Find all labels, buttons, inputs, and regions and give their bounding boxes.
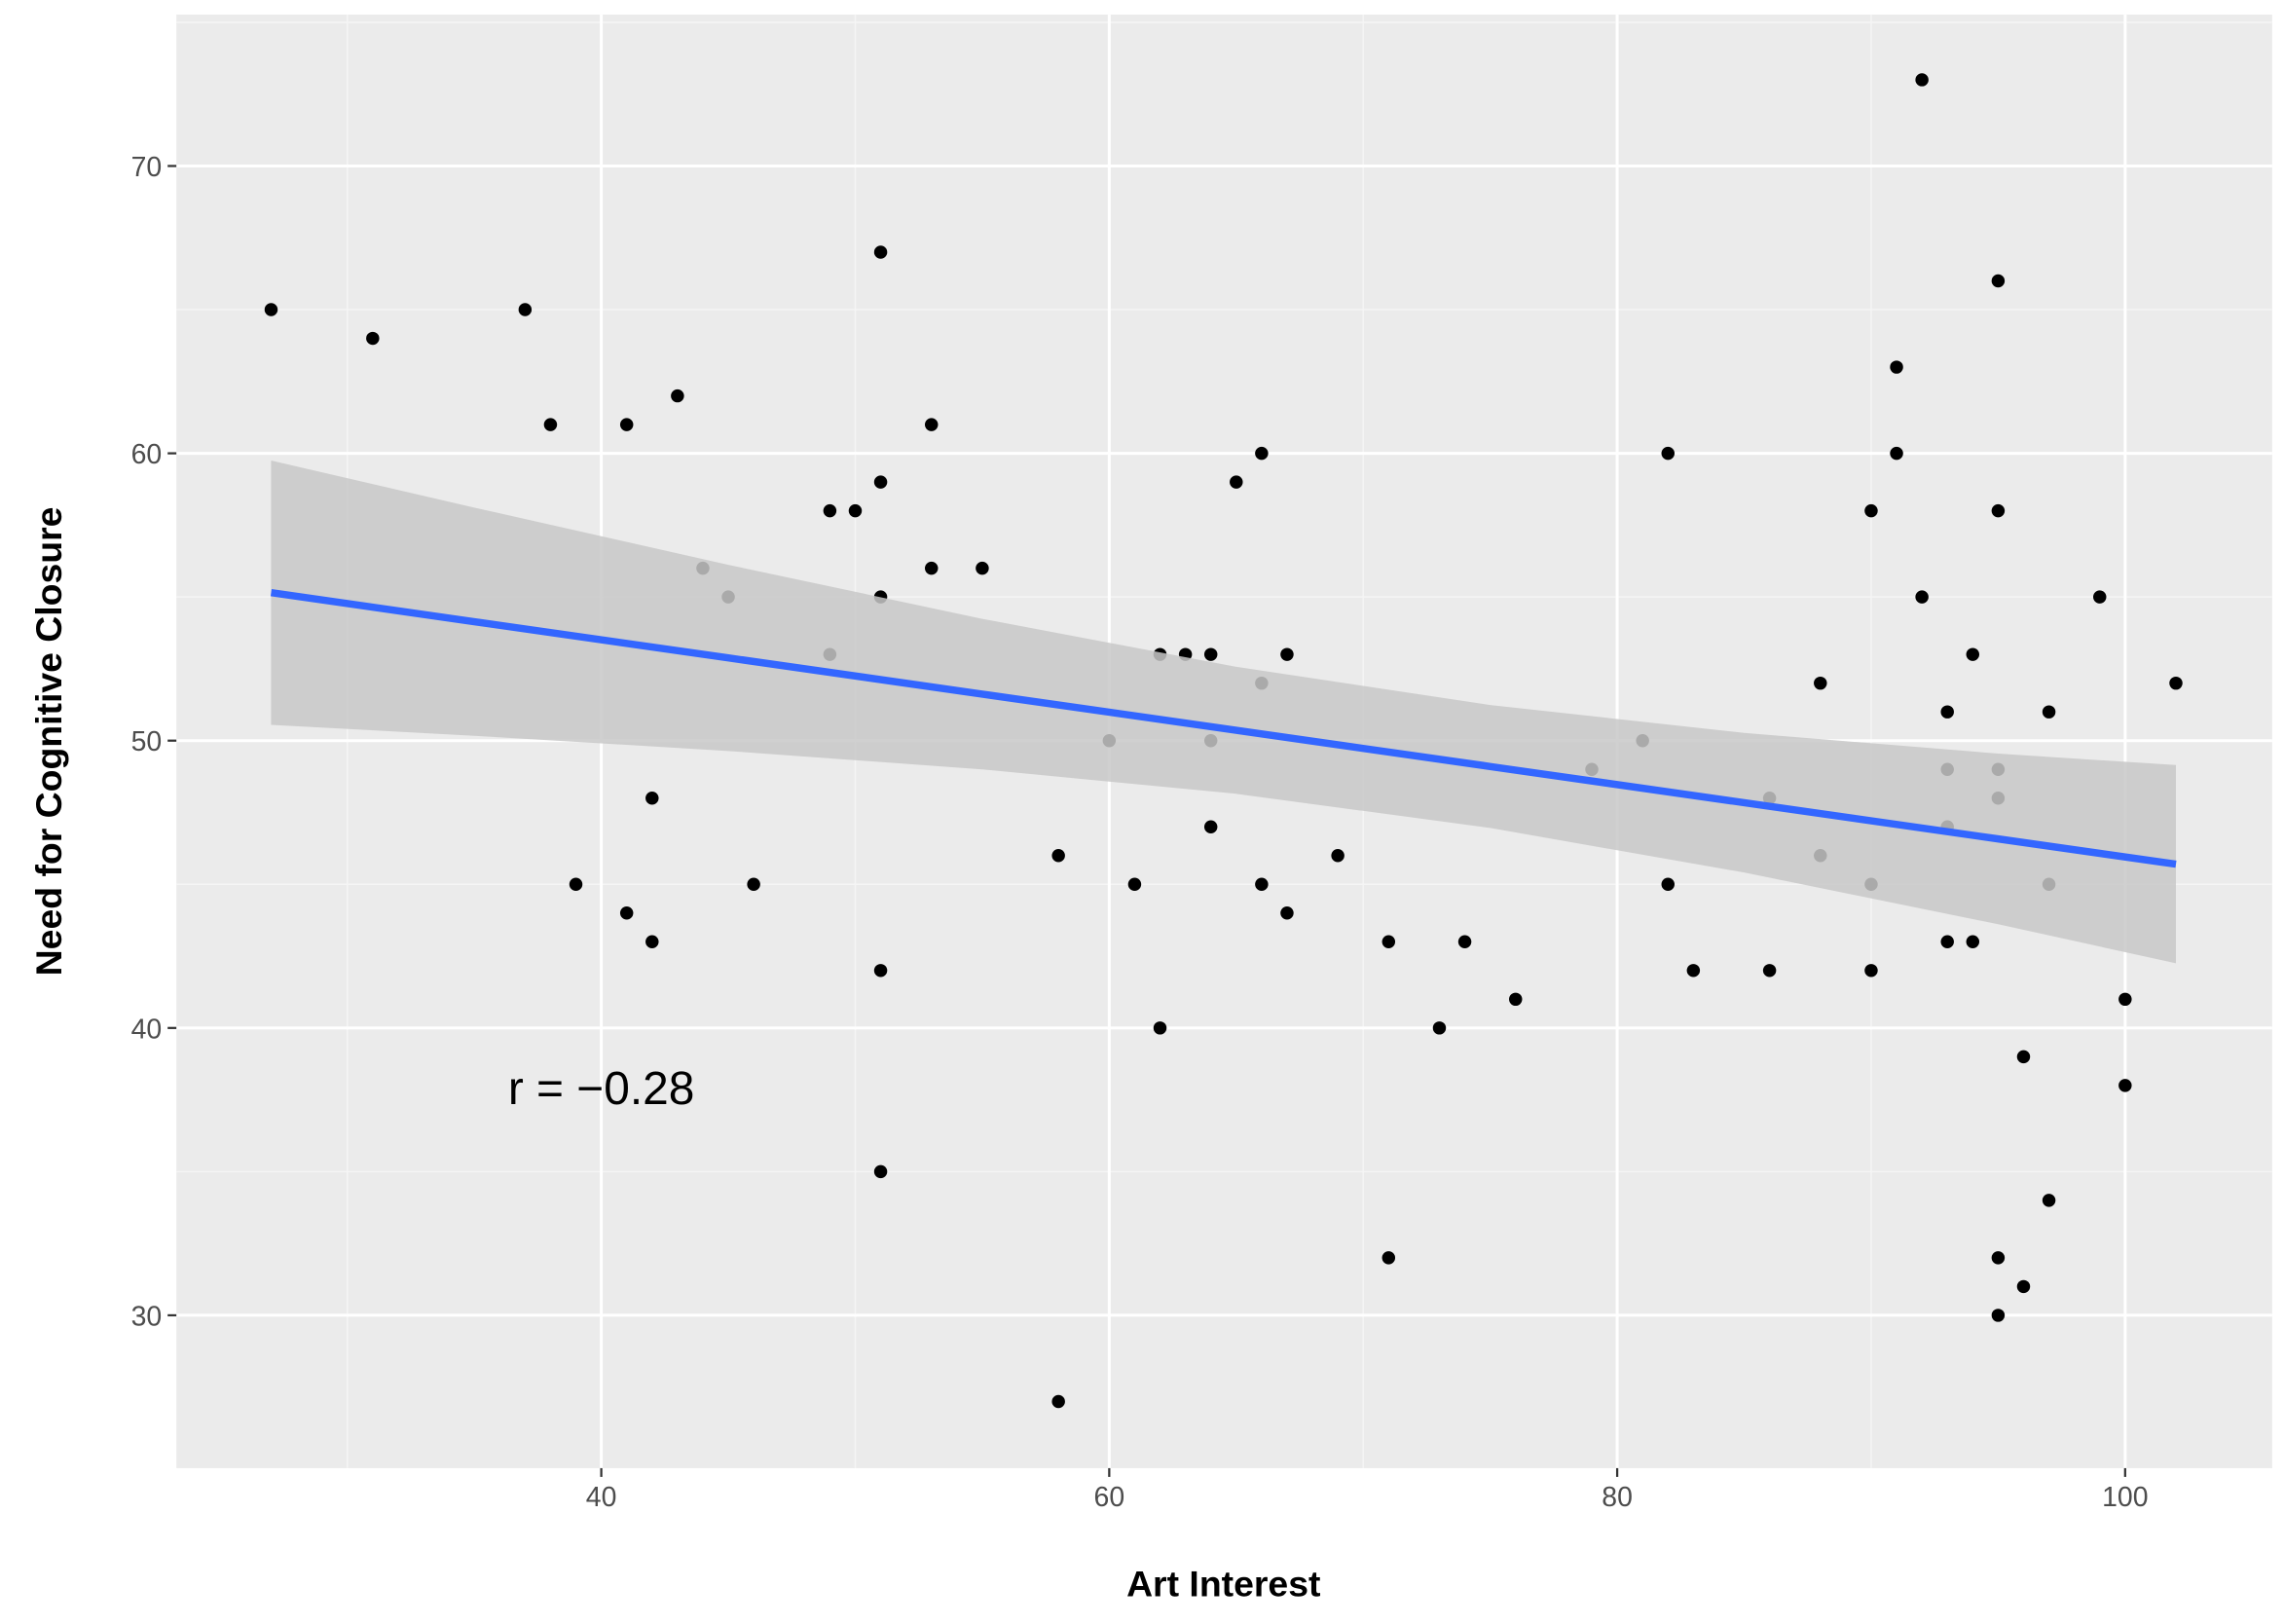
point — [619, 906, 634, 920]
point — [1890, 360, 1903, 374]
point — [1153, 1021, 1167, 1035]
point — [264, 303, 278, 316]
point — [1381, 935, 1396, 949]
point — [2016, 1050, 2031, 1064]
point — [1762, 964, 1777, 978]
point — [1255, 877, 1269, 891]
point — [1991, 1309, 2006, 1322]
point — [518, 303, 533, 316]
point — [2042, 1194, 2056, 1207]
point — [2118, 992, 2132, 1007]
y-tick-label: 70 — [131, 152, 163, 183]
x-tick-label: 100 — [2102, 1482, 2148, 1513]
y-axis-title: Need for Cognitive Closure — [28, 507, 69, 977]
point — [2118, 1079, 2132, 1092]
point — [671, 388, 684, 403]
point — [2093, 590, 2107, 604]
point — [925, 418, 939, 431]
point — [1940, 935, 1954, 949]
point — [1661, 446, 1675, 461]
point — [1203, 647, 1218, 661]
point — [1890, 446, 1903, 461]
x-axis-title: Art Interest — [1126, 1564, 1320, 1605]
y-tick-label: 60 — [131, 439, 163, 470]
point — [569, 877, 583, 891]
point — [2016, 1279, 2031, 1294]
point — [1966, 935, 1980, 949]
point — [619, 418, 634, 431]
point — [1280, 647, 1294, 661]
point — [1686, 964, 1701, 978]
y-tick-label: 50 — [131, 726, 163, 757]
point — [1991, 503, 2006, 518]
point — [1991, 1251, 2006, 1265]
point — [645, 935, 659, 949]
confidence-band — [271, 460, 2176, 964]
point — [1661, 877, 1675, 891]
point — [976, 561, 989, 575]
y-tick-label: 30 — [131, 1301, 163, 1332]
x-tick-label: 60 — [1094, 1482, 1125, 1513]
point — [1457, 935, 1472, 949]
point — [1915, 73, 1929, 87]
point — [873, 1164, 888, 1179]
point — [1991, 274, 2006, 288]
fit-line — [270, 589, 2177, 868]
point — [1864, 503, 1878, 518]
x-tick-label: 40 — [586, 1482, 617, 1513]
point — [1814, 676, 1827, 690]
point — [873, 245, 888, 259]
point — [1940, 705, 1954, 719]
point — [873, 475, 888, 489]
annotation: r = −0.28 — [508, 1063, 695, 1115]
point — [1230, 475, 1243, 489]
point — [1864, 964, 1878, 978]
point — [1509, 992, 1523, 1007]
point — [1280, 906, 1294, 920]
y-tick-label: 40 — [131, 1014, 163, 1045]
point — [1381, 1251, 1396, 1265]
point — [823, 503, 837, 518]
point — [1915, 590, 1929, 604]
point — [848, 503, 863, 518]
point — [1432, 1021, 1447, 1035]
point — [1255, 446, 1269, 461]
point — [1203, 820, 1218, 833]
point — [1331, 849, 1345, 863]
point — [645, 791, 659, 805]
x-tick-label: 80 — [1602, 1482, 1633, 1513]
point — [543, 418, 558, 431]
point — [747, 877, 760, 891]
point — [1051, 1394, 1065, 1409]
point — [2169, 676, 2183, 690]
point — [873, 964, 888, 978]
point — [366, 331, 380, 346]
point — [1051, 849, 1065, 863]
point — [925, 561, 939, 575]
point — [2042, 705, 2056, 719]
point — [1966, 647, 1980, 661]
point — [1127, 877, 1142, 891]
